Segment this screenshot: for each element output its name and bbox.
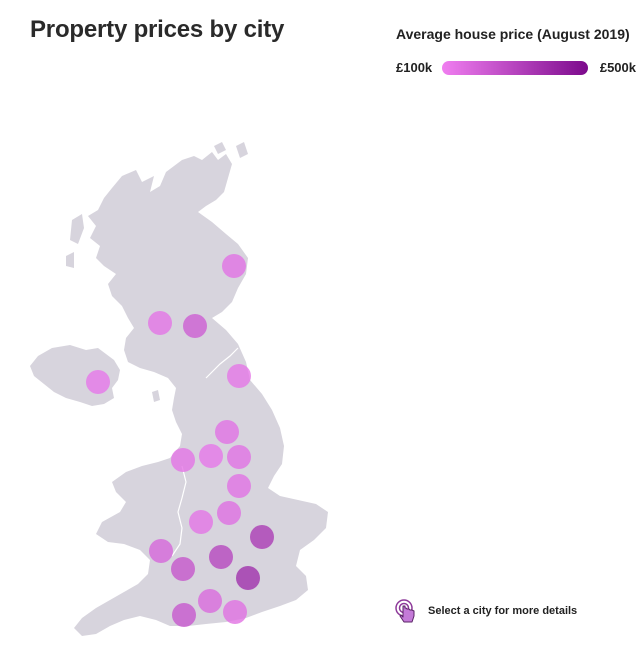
city-marker[interactable] <box>223 600 247 624</box>
select-city-hint: Select a city for more details <box>394 598 577 624</box>
city-marker[interactable] <box>236 566 260 590</box>
city-marker[interactable] <box>171 557 195 581</box>
city-marker[interactable] <box>183 314 207 338</box>
scotland-england-border <box>205 347 239 379</box>
city-marker[interactable] <box>172 603 196 627</box>
city-markers[interactable] <box>86 254 274 627</box>
legend-min-label: £100k <box>396 60 433 75</box>
great-britain-shape <box>74 152 328 636</box>
city-marker[interactable] <box>215 420 239 444</box>
pointer-hand-icon <box>395 599 415 623</box>
city-marker[interactable] <box>199 444 223 468</box>
legend-title: Average house price (August 2019) <box>396 26 630 42</box>
shetland-shape <box>236 142 248 158</box>
england-wales-border <box>171 465 187 557</box>
hebrides-south-shape <box>66 252 74 268</box>
legend-gradient-bar <box>442 61 588 75</box>
city-marker[interactable] <box>189 510 213 534</box>
city-marker[interactable] <box>198 589 222 613</box>
hebrides-shape <box>70 214 84 244</box>
city-marker[interactable] <box>227 474 251 498</box>
isle-of-man-shape <box>152 390 160 402</box>
city-marker[interactable] <box>217 501 241 525</box>
city-marker[interactable] <box>86 370 110 394</box>
legend-max-label: £500k <box>599 60 636 75</box>
city-marker[interactable] <box>171 448 195 472</box>
city-marker[interactable] <box>227 364 251 388</box>
city-marker[interactable] <box>222 254 246 278</box>
city-marker[interactable] <box>149 539 173 563</box>
city-marker[interactable] <box>227 445 251 469</box>
city-marker[interactable] <box>209 545 233 569</box>
page-title: Property prices by city <box>30 16 285 43</box>
legend-scale: £100k £500k <box>396 60 636 78</box>
city-marker[interactable] <box>250 525 274 549</box>
hint-text: Select a city for more details <box>428 605 578 617</box>
country-borders <box>171 347 239 557</box>
orkney-shape <box>214 142 226 154</box>
city-marker[interactable] <box>148 311 172 335</box>
